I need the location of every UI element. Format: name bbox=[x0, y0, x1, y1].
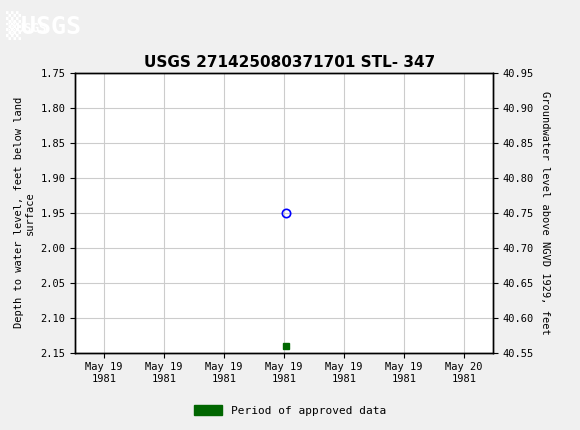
Legend: Period of approved data: Period of approved data bbox=[190, 400, 390, 420]
Text: ▒USGS: ▒USGS bbox=[6, 11, 81, 40]
Y-axis label: Groundwater level above NGVD 1929, feet: Groundwater level above NGVD 1929, feet bbox=[539, 91, 549, 335]
Y-axis label: Depth to water level, feet below land
surface: Depth to water level, feet below land su… bbox=[13, 97, 35, 329]
Text: ▒USGS: ▒USGS bbox=[9, 20, 47, 35]
Text: USGS 271425080371701 STL- 347: USGS 271425080371701 STL- 347 bbox=[144, 55, 436, 70]
